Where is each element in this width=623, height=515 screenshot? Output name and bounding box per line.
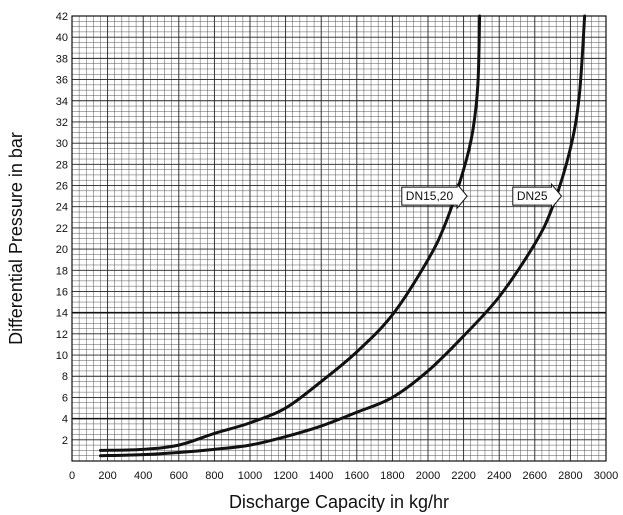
x-tick-label: 3000 [594,470,618,482]
y-tick-label: 24 [56,202,68,214]
x-tick-label: 2600 [523,470,547,482]
x-tick-label: 2000 [416,470,440,482]
y-tick-label: 16 [56,286,68,298]
grid [71,15,607,462]
x-axis-title: Discharge Capacity in kg/hr [229,492,449,512]
y-tick-label: 30 [56,138,68,150]
y-tick-label: 36 [56,75,68,87]
y-tick-label: 40 [56,32,68,44]
x-tick-label: 1200 [273,470,297,482]
y-tick-label: 12 [56,329,68,341]
curve-label-1: DN15,20 [401,182,468,210]
x-tick-label: 1600 [345,470,369,482]
y-tick-label: 22 [56,223,68,235]
x-tick-label: 400 [134,470,152,482]
x-tick-label: 1000 [238,470,262,482]
y-tick-label: 18 [56,265,68,277]
plot-frame [71,15,607,462]
y-tick-label: 42 [56,11,68,23]
y-tick-label: 10 [56,350,68,362]
tick-labels: 0 200 400 600 800 1000 1200 1400 1600 1800 2000 220… [56,11,618,482]
y-tick-label: 26 [56,181,68,193]
curve-label-arrow [512,182,563,210]
x-tick-label: 200 [98,470,116,482]
curve-label-text: DN25 [517,189,548,203]
y-tick-label: 20 [56,244,68,256]
y-tick-label: 14 [56,308,68,320]
y-tick-label: 8 [62,371,68,383]
y-tick-label: 38 [56,53,68,65]
series-line-1 [98,14,482,452]
curve-label-2: DN25 [512,182,563,210]
y-tick-label: 4 [62,414,68,426]
x-tick-label: 2800 [558,470,582,482]
series-line-2 [98,14,587,458]
curves [98,14,587,458]
x-tick-label: 0 [69,470,75,482]
x-tick-label: 1800 [380,470,404,482]
x-tick-label: 800 [205,470,223,482]
curve-label-arrow [401,182,468,210]
x-tick-label: 2400 [487,470,511,482]
y-tick-label: 34 [56,96,68,108]
curve-label-text: DN15,20 [406,189,454,203]
x-tick-label: 2200 [451,470,475,482]
annotations: DN15,20 DN25 [401,182,563,210]
y-tick-label: 32 [56,117,68,129]
y-tick-label: 6 [62,392,68,404]
x-tick-label: 1400 [309,470,333,482]
y-axis-title: Differential Pressure in bar [6,132,26,345]
y-tick-label: 2 [62,435,68,447]
x-tick-label: 600 [170,470,188,482]
y-tick-label: 28 [56,159,68,171]
